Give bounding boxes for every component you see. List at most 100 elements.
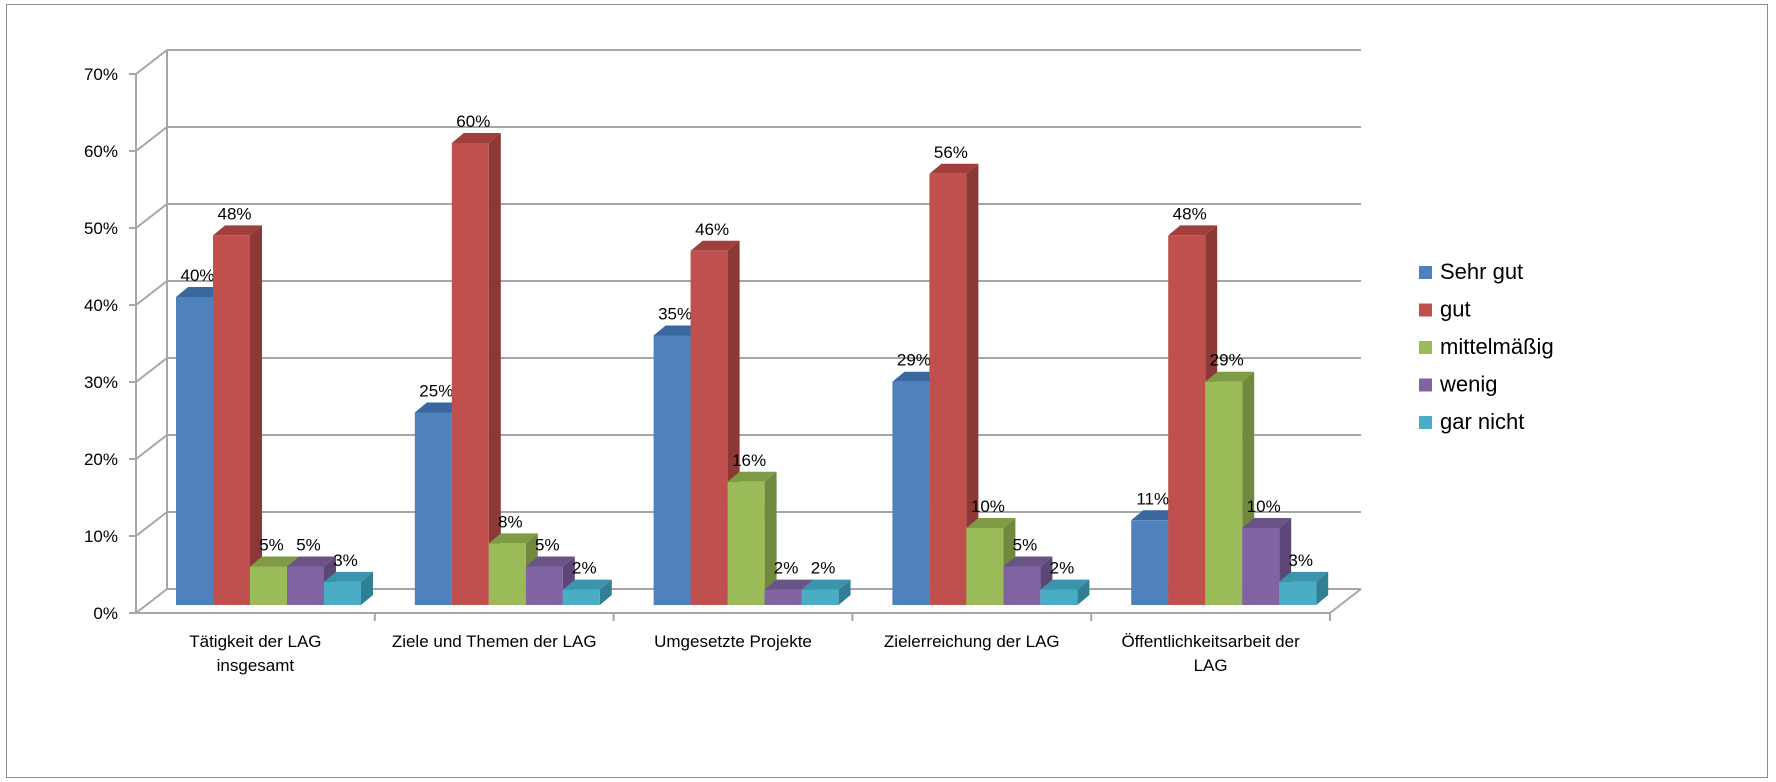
bar: [488, 543, 526, 605]
bar-side: [1316, 571, 1329, 605]
bar-top: [451, 133, 501, 143]
bar-top: [892, 371, 942, 382]
bar-top: [488, 533, 538, 544]
bar-side: [361, 571, 373, 605]
gridline-side: [135, 280, 168, 306]
bar-top: [801, 579, 851, 590]
data-label: 3%: [1288, 551, 1313, 570]
bar-side: [599, 579, 612, 605]
data-label: 10%: [971, 497, 1005, 516]
legend-label: gar nicht: [1440, 409, 1524, 434]
y-tick-label: 40%: [84, 296, 118, 315]
y-tick-label: 60%: [84, 142, 118, 161]
bar-side: [966, 163, 979, 606]
bar-top: [213, 225, 262, 236]
bar: [892, 381, 930, 605]
data-label: 25%: [419, 382, 453, 401]
gridline-side: [135, 511, 168, 537]
bar: [764, 589, 802, 605]
bar-side: [250, 225, 262, 605]
category-label: insgesamt: [217, 656, 295, 675]
category-label: Ziele und Themen der LAG: [392, 632, 597, 651]
bar: [176, 297, 213, 605]
chart-frame: 0% 10% 20% 30% 40% 50% 60% 70% 40% 48% 5% 5% 3% Tätig…: [6, 4, 1768, 778]
bar: [966, 528, 1004, 605]
bar-side: [764, 471, 777, 605]
data-label: 2%: [774, 559, 799, 578]
bar: [324, 581, 361, 605]
legend-swatch: [1419, 416, 1432, 429]
legend-label: mittelmäßig: [1440, 334, 1554, 359]
bar-top: [1242, 518, 1292, 528]
bar-top: [324, 571, 373, 582]
data-label: 5%: [1013, 536, 1038, 555]
bar-top: [562, 579, 612, 590]
data-label: 10%: [1247, 497, 1281, 516]
bar-top: [1040, 579, 1090, 590]
category-label: Tätigkeit der LAG: [189, 632, 321, 651]
bar: [1279, 581, 1317, 605]
data-label: 2%: [572, 559, 597, 578]
data-label: 5%: [535, 536, 560, 555]
data-label: 2%: [1050, 559, 1075, 578]
bar: [287, 566, 324, 605]
data-label: 5%: [296, 536, 321, 555]
bar-top: [653, 325, 703, 336]
bar-top: [1003, 556, 1053, 567]
bar-top: [690, 240, 740, 251]
bar-top: [1168, 225, 1218, 236]
bar-top: [525, 556, 575, 567]
bar: [801, 589, 839, 605]
floor-edge: [1329, 588, 1362, 614]
legend-swatch: [1419, 303, 1432, 317]
data-label: 29%: [897, 351, 931, 370]
category-label: LAG: [1194, 656, 1228, 675]
gridline-side: [135, 357, 168, 383]
bar: [1040, 589, 1078, 605]
category-label: Zielerreichung der LAG: [884, 632, 1060, 651]
bar-top: [414, 402, 464, 413]
gridline-side: [135, 49, 168, 75]
y-tick-label: 50%: [84, 219, 118, 238]
bar: [414, 412, 452, 605]
legend-swatch: [1419, 266, 1432, 279]
legend-label: gut: [1440, 297, 1471, 322]
bar-top: [287, 556, 336, 567]
bar: [690, 250, 728, 606]
data-label: 3%: [333, 551, 358, 570]
data-label: 11%: [1136, 489, 1169, 508]
gridline-side: [135, 126, 168, 152]
bar: [1168, 235, 1206, 605]
data-label: 46%: [695, 220, 729, 239]
bar-top: [176, 287, 225, 297]
bar-top: [727, 471, 777, 482]
gridline-side: [135, 588, 168, 614]
bar: [929, 173, 967, 606]
bar: [653, 335, 691, 605]
y-tick-label: 30%: [84, 373, 118, 392]
gridline-side: [135, 203, 168, 229]
data-label: 8%: [498, 512, 523, 531]
bar-top: [929, 163, 979, 174]
y-tick-label: 70%: [84, 65, 118, 84]
data-label: 16%: [732, 451, 766, 470]
data-label: 35%: [658, 305, 692, 324]
bar-top: [966, 518, 1016, 528]
bar-top: [1131, 510, 1181, 521]
legend-swatch: [1419, 341, 1432, 354]
bar: [1205, 381, 1243, 605]
y-tick-label: 20%: [84, 450, 118, 469]
y-tick-label: 0%: [93, 604, 118, 623]
bar-side: [1077, 579, 1090, 605]
bar: [250, 566, 287, 605]
data-label: 48%: [217, 204, 251, 223]
gridline-side: [135, 434, 168, 460]
bar-side: [838, 579, 851, 605]
data-label: 60%: [456, 112, 490, 131]
legend-label: wenig: [1439, 372, 1497, 397]
bar-chart: 0% 10% 20% 30% 40% 50% 60% 70% 40% 48% 5% 5% 3% Tätig…: [84, 49, 1554, 675]
y-tick-label: 10%: [84, 527, 118, 546]
bar: [562, 589, 600, 605]
bar: [213, 235, 250, 605]
bar: [525, 566, 563, 605]
